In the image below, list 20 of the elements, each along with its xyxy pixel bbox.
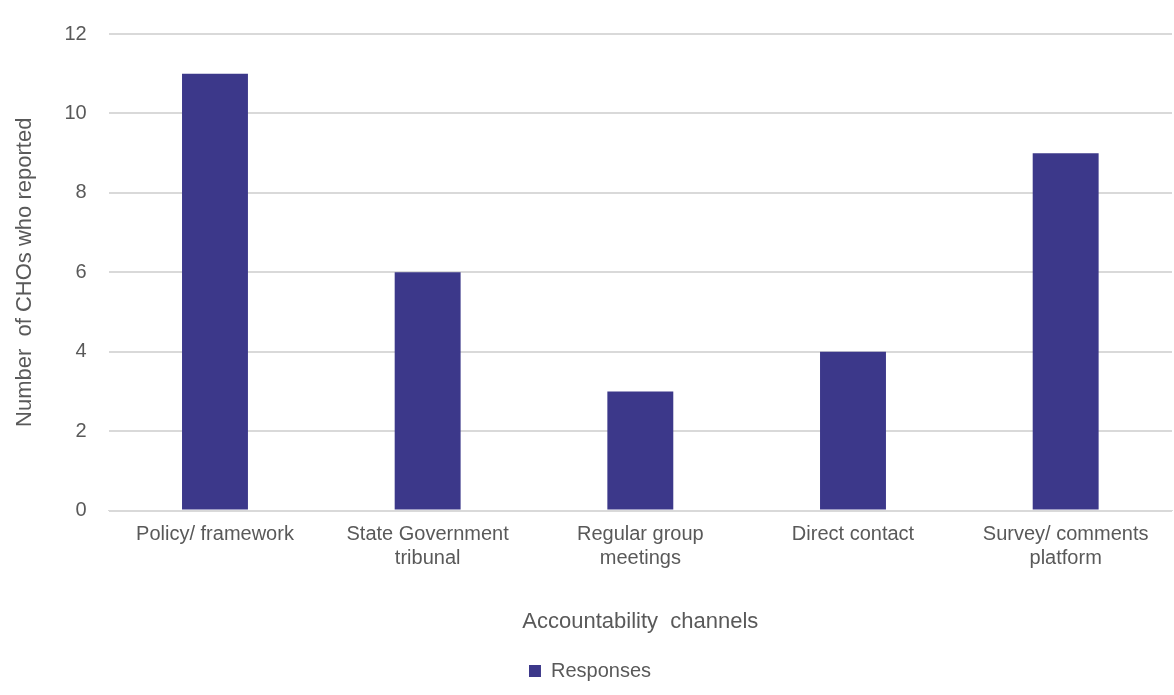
bar <box>1032 153 1099 510</box>
bar <box>820 351 886 510</box>
x-tick-label: Policy/ framework <box>136 522 295 545</box>
y-tick-label: 10 <box>64 100 87 123</box>
x-tick-label: Regular group meetings <box>576 522 704 569</box>
y-tick-label: 2 <box>75 418 87 441</box>
bar <box>182 73 248 510</box>
y-tick-label: 8 <box>75 180 87 203</box>
x-tick-label: Survey/ comments platform <box>982 522 1149 569</box>
x-tick-label: State Government tribunal <box>346 522 510 569</box>
y-tick-label: 4 <box>75 339 87 362</box>
y-tick-label: 12 <box>64 21 87 44</box>
x-axis-title: Accountability channels <box>522 607 759 633</box>
legend-label: Responses <box>550 658 652 681</box>
bar <box>607 391 674 510</box>
bar <box>394 272 461 510</box>
y-tick-label: 6 <box>75 259 87 282</box>
y-axis-title: Number of CHOs who reported <box>11 117 37 427</box>
x-tick-label: Direct contact <box>791 522 915 545</box>
y-tick-label: 0 <box>75 498 87 521</box>
